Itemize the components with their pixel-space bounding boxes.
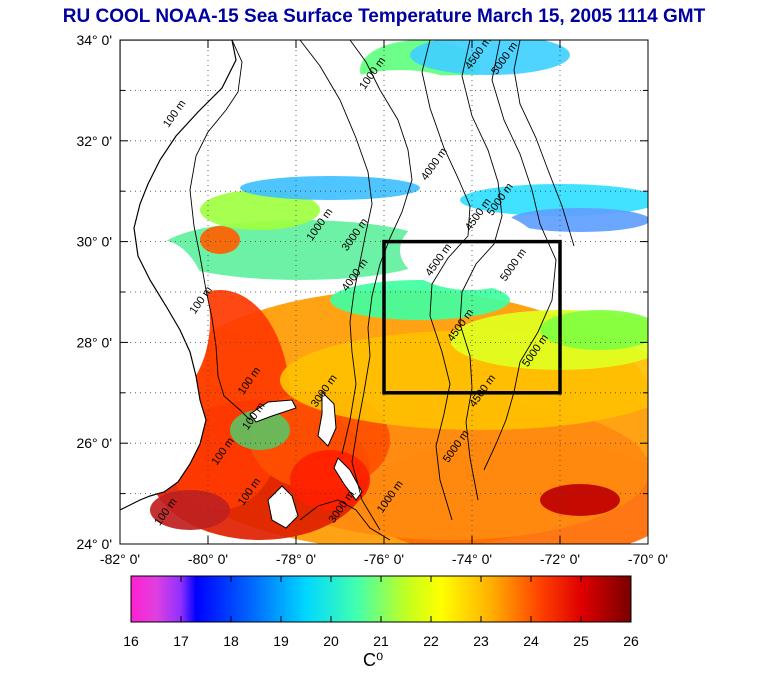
sst-patch bbox=[540, 484, 620, 516]
colorbar-tick-label: 24 bbox=[523, 633, 539, 649]
florida-land bbox=[120, 40, 237, 511]
sst-patch bbox=[460, 184, 648, 216]
contour-5000m bbox=[483, 40, 557, 471]
lon-tick-label: -76° 0' bbox=[364, 551, 404, 567]
colorbar-tick-label: 19 bbox=[273, 633, 289, 649]
eleuthera-island bbox=[333, 457, 363, 501]
colorbar-tick-label: 23 bbox=[473, 633, 489, 649]
colorbar bbox=[130, 575, 632, 623]
sst-patch bbox=[510, 208, 648, 232]
sst-patch bbox=[200, 226, 240, 254]
sst-patch bbox=[410, 40, 570, 75]
sst-patch bbox=[540, 310, 648, 350]
colorbar-tick-label: 18 bbox=[223, 633, 239, 649]
lat-tick-label: 30° 0' bbox=[76, 234, 112, 250]
colorbar-tick-label: 20 bbox=[323, 633, 339, 649]
contour-bahamas bbox=[299, 499, 391, 541]
lat-tick-label: 34° 0' bbox=[76, 32, 112, 48]
cloud-patch bbox=[540, 270, 648, 310]
colorbar-tick-label: 26 bbox=[623, 633, 639, 649]
contour-5000m-b bbox=[513, 40, 575, 247]
sst-patch bbox=[150, 490, 230, 530]
lon-tick-label: -70° 0' bbox=[628, 551, 668, 567]
lat-tick-label: 26° 0' bbox=[76, 435, 112, 451]
grand-bahama bbox=[249, 399, 297, 423]
contour-4000m bbox=[421, 40, 471, 521]
axis-ticks: 34° 0' 32° 0' 30° 0' 28° 0' 26° 0' 24° 0'-82°… bbox=[76, 32, 668, 567]
contour-1000m bbox=[299, 40, 373, 455]
colorbar-tick-label: 16 bbox=[123, 633, 139, 649]
contour-100m bbox=[189, 40, 251, 421]
lon-tick-label: -74° 0' bbox=[452, 551, 492, 567]
lat-tick-label: 24° 0' bbox=[76, 536, 112, 552]
lon-tick-label: -82° 0' bbox=[100, 551, 140, 567]
colorbar-tick-label: 25 bbox=[573, 633, 589, 649]
sst-patch bbox=[200, 190, 320, 230]
colorbar-ticks: 16 17 18 19 20 21 22 23 24 25 26 bbox=[123, 576, 639, 649]
sst-patch bbox=[160, 220, 440, 280]
sst-patch bbox=[290, 450, 370, 510]
sst-patch bbox=[240, 176, 420, 200]
sst-patch bbox=[230, 410, 290, 450]
contour-4500m bbox=[459, 40, 503, 501]
contour-3000m bbox=[349, 40, 413, 531]
colorbar-tick-label: 17 bbox=[173, 633, 189, 649]
lon-tick-label: -78° 0' bbox=[276, 551, 316, 567]
bathymetry-contours bbox=[189, 40, 575, 541]
andros-island bbox=[267, 485, 299, 529]
lat-tick-label: 28° 0' bbox=[76, 334, 112, 350]
colorbar-tick-label: 21 bbox=[373, 633, 389, 649]
colorbar-tick-label: 22 bbox=[423, 633, 439, 649]
lon-tick-label: -72° 0' bbox=[540, 551, 580, 567]
study-area-box bbox=[382, 239, 562, 395]
land-layer bbox=[120, 40, 363, 529]
lat-tick-label: 32° 0' bbox=[76, 133, 112, 149]
abaco-island bbox=[317, 390, 337, 447]
cloud-patch bbox=[400, 210, 540, 290]
lon-tick-label: -80° 0' bbox=[188, 551, 228, 567]
map-title: RU COOL NOAA-15 Sea Surface Temperature … bbox=[62, 6, 706, 27]
sst-patch bbox=[330, 280, 510, 320]
colorbar-unit: C⁰ bbox=[363, 650, 384, 670]
